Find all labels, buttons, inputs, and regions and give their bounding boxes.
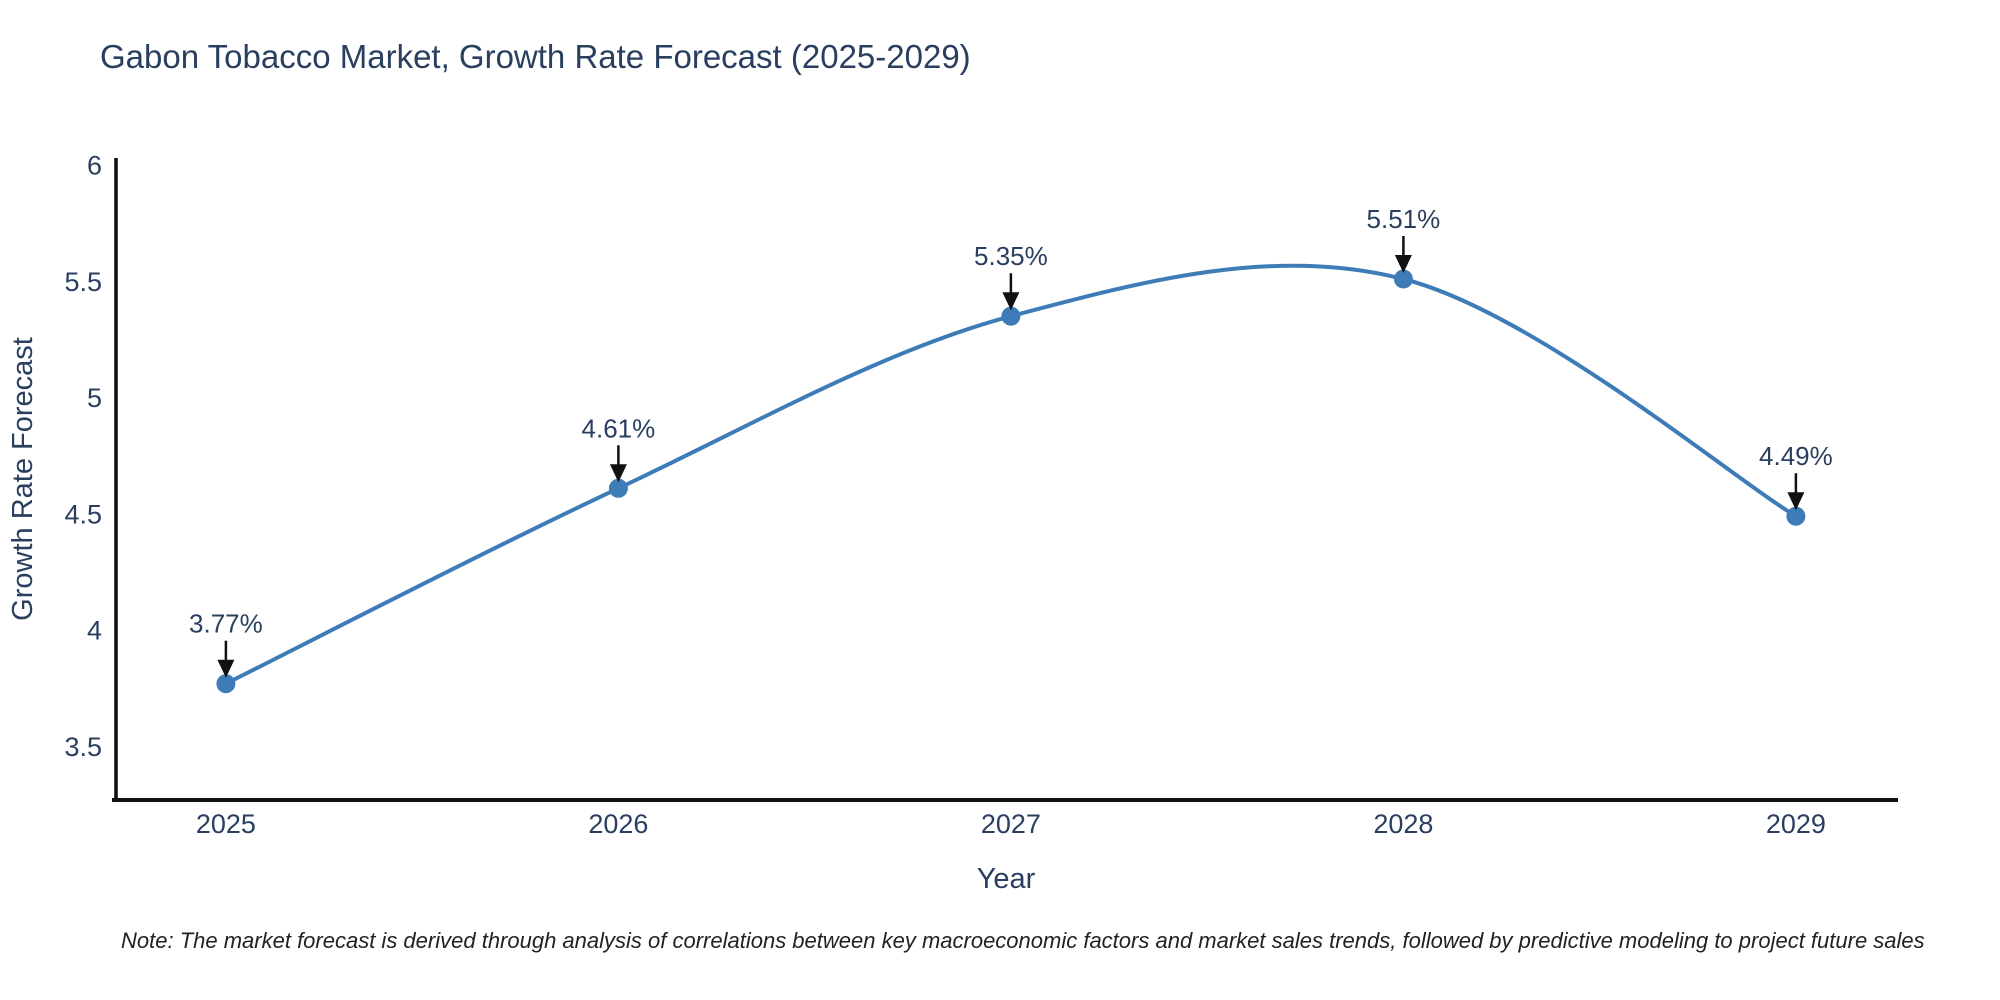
y-tick-label-5: 5 bbox=[87, 383, 102, 413]
annotation-arrow-head-icon-2027 bbox=[1002, 292, 1020, 311]
x-axis-title: Year bbox=[977, 863, 1036, 895]
annotation-arrow-head-icon-2028 bbox=[1394, 255, 1412, 273]
point-annotation-label-2028: 5.51% bbox=[1367, 204, 1441, 234]
data-point-2025 bbox=[216, 674, 236, 694]
plot-layers: 6 5.5 5 4.5 4 3.5 2025 2026 2027 2028 2029 3.77% 4.6… bbox=[64, 151, 1898, 839]
y-tick-label-5.5: 5.5 bbox=[64, 267, 102, 297]
point-annotation-label-2026: 4.61% bbox=[582, 413, 656, 443]
x-tick-label-2027: 2027 bbox=[981, 809, 1041, 839]
x-tick-label-2028: 2028 bbox=[1373, 809, 1433, 839]
point-annotation-label-2027: 5.35% bbox=[974, 241, 1048, 271]
annotation-arrow-head-icon-2026 bbox=[609, 464, 627, 483]
trend-line bbox=[223, 263, 1798, 686]
x-tick-label-2026: 2026 bbox=[588, 809, 648, 839]
y-tick-label-4: 4 bbox=[87, 616, 102, 646]
data-point-2028 bbox=[1393, 269, 1413, 289]
y-axis-title: Growth Rate Forecast bbox=[7, 337, 39, 621]
y-tick-label-6: 6 bbox=[87, 151, 102, 181]
x-tick-label-2025: 2025 bbox=[196, 809, 256, 839]
annotation-arrow-head-icon-2029 bbox=[1787, 492, 1805, 511]
data-point-2029 bbox=[1786, 506, 1806, 526]
chart-note: Note: The market forecast is derived thr… bbox=[121, 928, 1925, 953]
point-annotation-label-2025: 3.77% bbox=[189, 609, 263, 639]
y-tick-label-3.5: 3.5 bbox=[64, 732, 102, 762]
annotation-arrow-head-icon-2025 bbox=[217, 659, 235, 678]
point-annotation-label-2029: 4.49% bbox=[1759, 441, 1833, 471]
x-tick-label-2029: 2029 bbox=[1766, 809, 1826, 839]
y-tick-label-4.5: 4.5 bbox=[64, 499, 102, 529]
data-point-2026 bbox=[608, 478, 628, 498]
chart-title: Gabon Tobacco Market, Growth Rate Foreca… bbox=[100, 38, 971, 75]
data-point-2027 bbox=[1001, 306, 1021, 326]
